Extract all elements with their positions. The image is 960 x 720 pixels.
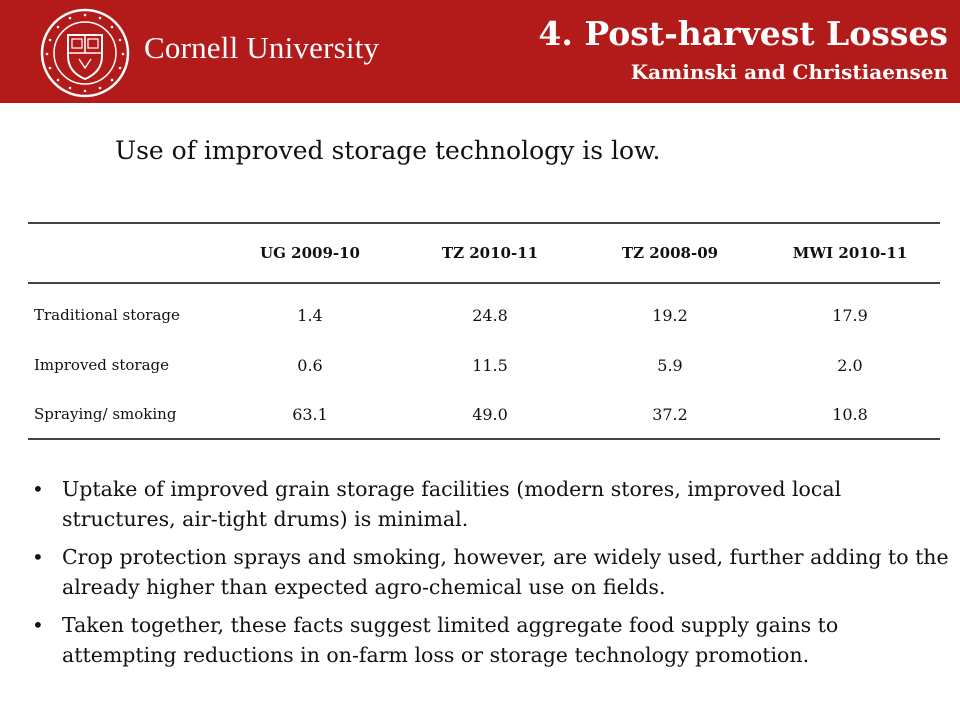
table-cell: 11.5 (472, 355, 508, 375)
table-header-row: UG 2009-10 TZ 2010-11 TZ 2008-09 MWI 201… (28, 222, 940, 284)
bullet-item: Uptake of improved grain storage facilit… (30, 474, 950, 534)
table-cell: 63.1 (220, 390, 400, 440)
bullet-item: Taken together, these facts suggest limi… (30, 610, 950, 670)
table-cell: 0.6 (297, 355, 323, 375)
bullet-item: Crop protection sprays and smoking, howe… (30, 542, 950, 602)
table-cell: 1.4 (297, 305, 323, 325)
slide-subtitle: Kaminski and Christiaensen (630, 60, 948, 84)
table-row: Spraying/ smoking 63.1 49.0 37.2 10.8 (28, 390, 940, 440)
university-wordmark: Cornell University (144, 30, 380, 65)
headline: Use of improved storage technology is lo… (115, 136, 661, 165)
cornell-seal-icon (40, 8, 130, 98)
row-label: Spraying/ smoking (28, 390, 220, 440)
column-header: MWI 2010-11 (760, 222, 940, 284)
row-label: Traditional storage (34, 306, 180, 324)
column-header: TZ 2010-11 (400, 222, 580, 284)
storage-table: UG 2009-10 TZ 2010-11 TZ 2008-09 MWI 201… (28, 222, 940, 440)
slide-title: 4. Post-harvest Losses (538, 14, 948, 53)
table-row: Improved storage 0.6 11.5 5.9 2.0 (28, 340, 940, 390)
table-cell: 10.8 (760, 390, 940, 440)
table-header-blank (28, 222, 220, 284)
table-cell: 5.9 (657, 355, 683, 375)
table-cell: 49.0 (400, 390, 580, 440)
column-header: UG 2009-10 (220, 222, 400, 284)
table-cell: 24.8 (472, 305, 508, 325)
bullet-list: Uptake of improved grain storage facilit… (30, 474, 950, 678)
row-label: Improved storage (34, 356, 170, 374)
table-row: Traditional storage 1.4 24.8 19.2 17.9 (28, 283, 940, 340)
header-bar: Cornell University 4. Post-harvest Losse… (0, 0, 960, 103)
table-cell: 17.9 (832, 305, 868, 325)
table-cell: 37.2 (580, 390, 760, 440)
column-header: TZ 2008-09 (580, 222, 760, 284)
table-cell: 2.0 (837, 355, 863, 375)
table-cell: 19.2 (652, 305, 688, 325)
